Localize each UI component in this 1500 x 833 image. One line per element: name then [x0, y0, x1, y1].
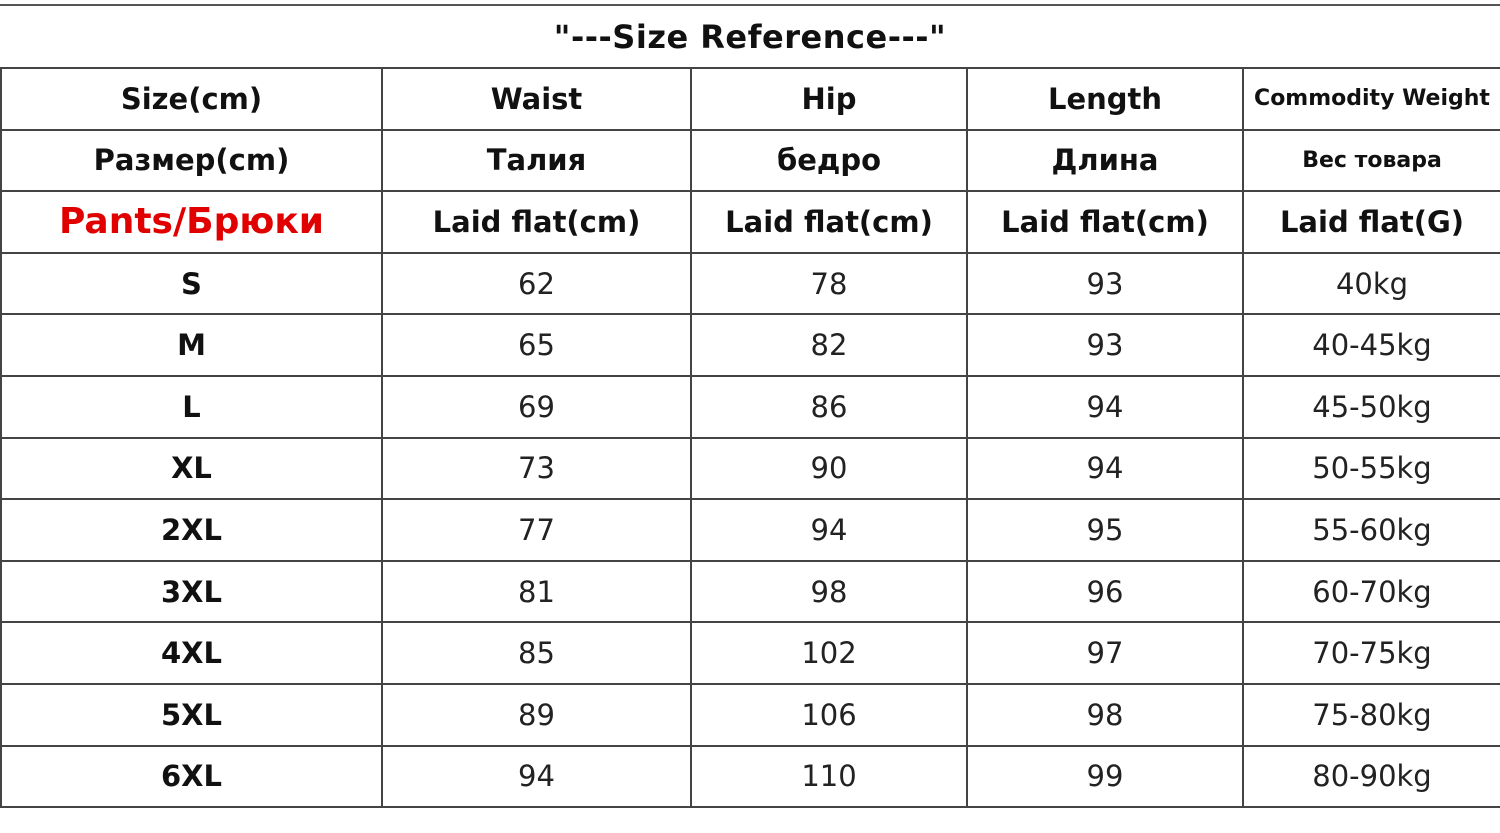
value-cell: 50-55kg [1242, 436, 1500, 501]
header-cell: Waist [381, 67, 692, 131]
header-cell: Вес товара [1242, 128, 1500, 193]
value-cell: 102 [690, 621, 968, 685]
value-cell: 98 [690, 559, 968, 624]
header-cell: Commodity Weight [1242, 67, 1500, 131]
table-row: M 65 82 93 40-45kg [0, 313, 1500, 377]
value-cell: 77 [381, 498, 692, 562]
value-cell: 94 [690, 498, 968, 562]
value-cell: 94 [966, 374, 1244, 439]
value-cell: 90 [690, 436, 968, 501]
value-cell: 93 [966, 251, 1244, 316]
value-cell: 73 [381, 436, 692, 501]
header-cell: Laid flat(cm) [381, 190, 692, 254]
header-cell: Size(cm) [0, 67, 383, 131]
value-cell: 69 [381, 374, 692, 439]
value-cell: 97 [966, 621, 1244, 685]
value-cell: 94 [966, 436, 1244, 501]
value-cell: 55-60kg [1242, 498, 1500, 562]
table-row: 4XL 85 102 97 70-75kg [0, 621, 1500, 685]
value-cell: 93 [966, 313, 1244, 377]
top-divider [0, 4, 1500, 6]
value-cell: 40-45kg [1242, 313, 1500, 377]
value-cell: 86 [690, 374, 968, 439]
size-label-cell: M [0, 313, 383, 377]
header-cell: Талия [381, 128, 692, 193]
size-table: Size(cm) Waist Hip Length Commodity Weight Ра… [0, 67, 1500, 809]
value-cell: 81 [381, 559, 692, 624]
value-cell: 110 [690, 744, 968, 809]
size-label-cell: XL [0, 436, 383, 501]
value-cell: 99 [966, 744, 1244, 809]
size-label-cell: 6XL [0, 744, 383, 809]
header-row: Размер(cm) Талия бедро Длина Вес товара [0, 128, 1500, 193]
value-cell: 80-90kg [1242, 744, 1500, 809]
header-row: Size(cm) Waist Hip Length Commodity Weight [0, 67, 1500, 131]
table-row: 3XL 81 98 96 60-70kg [0, 559, 1500, 624]
header-cell: Laid flat(cm) [966, 190, 1244, 254]
value-cell: 70-75kg [1242, 621, 1500, 685]
table-row: 6XL 94 110 99 80-90kg [0, 744, 1500, 809]
header-cell: Длина [966, 128, 1244, 193]
header-cell: Размер(cm) [0, 128, 383, 193]
value-cell: 60-70kg [1242, 559, 1500, 624]
value-cell: 89 [381, 682, 692, 747]
header-cell: Hip [690, 67, 968, 131]
header-cell: Length [966, 67, 1244, 131]
chart-title: "---Size Reference---" [553, 18, 947, 56]
value-cell: 98 [966, 682, 1244, 747]
table-row: 5XL 89 106 98 75-80kg [0, 682, 1500, 747]
table-row: 2XL 77 94 95 55-60kg [0, 498, 1500, 562]
table-row: S 62 78 93 40kg [0, 251, 1500, 316]
header-cell: Laid flat(cm) [690, 190, 968, 254]
header-cell: бедро [690, 128, 968, 193]
header-cell: Pants/Брюки [0, 190, 383, 254]
value-cell: 94 [381, 744, 692, 809]
value-cell: 82 [690, 313, 968, 377]
value-cell: 75-80kg [1242, 682, 1500, 747]
value-cell: 78 [690, 251, 968, 316]
size-label-cell: 2XL [0, 498, 383, 562]
value-cell: 85 [381, 621, 692, 685]
table-row: XL 73 90 94 50-55kg [0, 436, 1500, 501]
value-cell: 65 [381, 313, 692, 377]
value-cell: 45-50kg [1242, 374, 1500, 439]
value-cell: 95 [966, 498, 1244, 562]
size-label-cell: S [0, 251, 383, 316]
value-cell: 106 [690, 682, 968, 747]
value-cell: 40kg [1242, 251, 1500, 316]
table-row: L 69 86 94 45-50kg [0, 374, 1500, 439]
size-label-cell: 4XL [0, 621, 383, 685]
value-cell: 62 [381, 251, 692, 316]
size-label-cell: L [0, 374, 383, 439]
header-row: Pants/Брюки Laid flat(cm) Laid flat(cm) Lai… [0, 190, 1500, 254]
header-cell: Laid flat(G) [1242, 190, 1500, 254]
size-label-cell: 5XL [0, 682, 383, 747]
size-label-cell: 3XL [0, 559, 383, 624]
value-cell: 96 [966, 559, 1244, 624]
